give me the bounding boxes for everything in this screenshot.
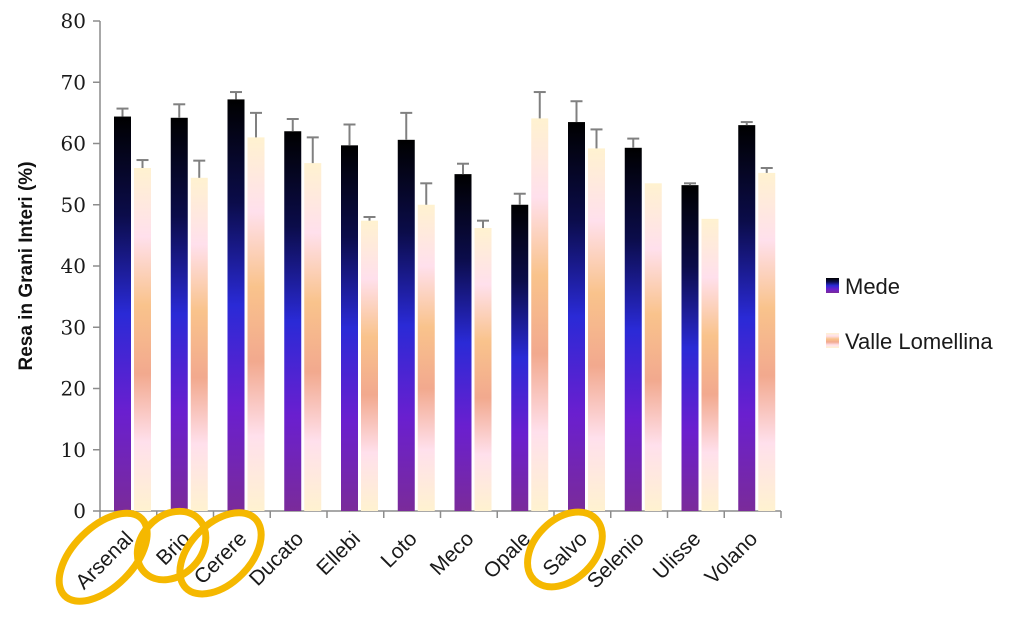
highlight-ellipses (55, 507, 606, 605)
bar-valle-lomellina-meco (474, 228, 492, 511)
legend-swatch-mede (826, 278, 839, 293)
y-tick-label: 0 (73, 499, 86, 523)
y-tick-label: 20 (61, 377, 86, 401)
bar-mede-ellebi (341, 145, 358, 511)
bar-valle-lomellina-salvo (588, 148, 605, 511)
y-tick-label: 30 (61, 315, 86, 339)
bar-valle-lomellina-volano (758, 172, 776, 511)
error-bar (627, 137, 640, 148)
bar-mede-salvo (568, 122, 585, 511)
legend-label-valle-lomellina: Valle Lomellina (845, 329, 993, 354)
error-bar (363, 216, 376, 221)
y-axis-title-group: Resa in Grani Interi (%) (16, 161, 37, 370)
y-tick-label: 40 (61, 254, 86, 278)
highlight-ellipse-salvo (524, 508, 606, 591)
bars (114, 99, 776, 512)
error-bar (477, 219, 489, 229)
error-bar (306, 136, 319, 164)
bar-mede-ducato (284, 131, 302, 511)
y-tick-label: 60 (61, 132, 86, 156)
bar-valle-lomellina-cerere (247, 137, 265, 511)
y-axis-title: Resa in Grani Interi (%) (16, 161, 37, 370)
bar-mede-brio (170, 117, 188, 512)
error-bar (740, 121, 753, 126)
y-tick-label: 80 (61, 9, 86, 33)
bar-mede-selenio (624, 147, 642, 511)
error-bar (343, 123, 356, 146)
error-bar (400, 111, 413, 140)
bar-valle-lomellina-arsenal (134, 168, 151, 511)
error-bar (193, 159, 206, 178)
bar-mede-arsenal (114, 116, 131, 512)
x-tick-label-loto: Loto (376, 527, 421, 572)
legend-swatch-valle-lomellina (826, 333, 839, 348)
x-tick-label-meco: Meco (426, 527, 479, 580)
bar-valle-lomellina-ducato (304, 163, 322, 511)
legend-label-mede: Mede (845, 274, 900, 299)
error-bar (286, 118, 299, 132)
error-bar (570, 100, 583, 123)
bar-mede-volano (738, 125, 756, 511)
error-bar (457, 162, 469, 175)
x-tick-label-ellebi: Ellebi (312, 527, 365, 580)
y-tick-label: 10 (61, 438, 86, 462)
legend: Mede Valle Lomellina (826, 274, 993, 354)
error-bar (173, 103, 186, 118)
bar-mede-loto (397, 139, 415, 511)
bar-mede-ulisse (681, 185, 699, 511)
bar-mede-meco (454, 174, 472, 511)
y-tick-label: 70 (61, 70, 86, 94)
error-bars (116, 91, 773, 229)
x-tick-label-ulisse: Ulisse (649, 527, 706, 584)
bar-valle-lomellina-ellebi (361, 220, 378, 512)
axes: 0 10 20 30 40 50 60 70 80 (61, 9, 782, 523)
error-bar (250, 111, 262, 138)
bar-valle-lomellina-loto (417, 204, 435, 511)
error-bar (420, 182, 433, 205)
highlight-ellipse-cerere (176, 509, 265, 598)
highlight-ellipse-brio (133, 507, 210, 584)
x-tick-label-volano: Volano (700, 527, 762, 589)
error-bar (136, 159, 149, 168)
error-bar (760, 167, 773, 173)
bar-valle-lomellina-selenio (644, 183, 662, 511)
error-bar (684, 182, 696, 186)
error-bar (513, 192, 526, 205)
y-tick-label: 50 (61, 193, 86, 217)
error-bar (590, 128, 603, 149)
bar-valle-lomellina-ulisse (701, 218, 719, 511)
error-bar (230, 91, 242, 100)
error-bar (116, 107, 129, 117)
bar-valle-lomellina-brio (190, 177, 208, 512)
highlight-ellipse-arsenal (55, 509, 151, 605)
bar-valle-lomellina-opale (531, 118, 549, 511)
bar-mede-opale (511, 204, 529, 511)
bar-mede-cerere (227, 99, 245, 512)
error-bar (533, 91, 546, 119)
